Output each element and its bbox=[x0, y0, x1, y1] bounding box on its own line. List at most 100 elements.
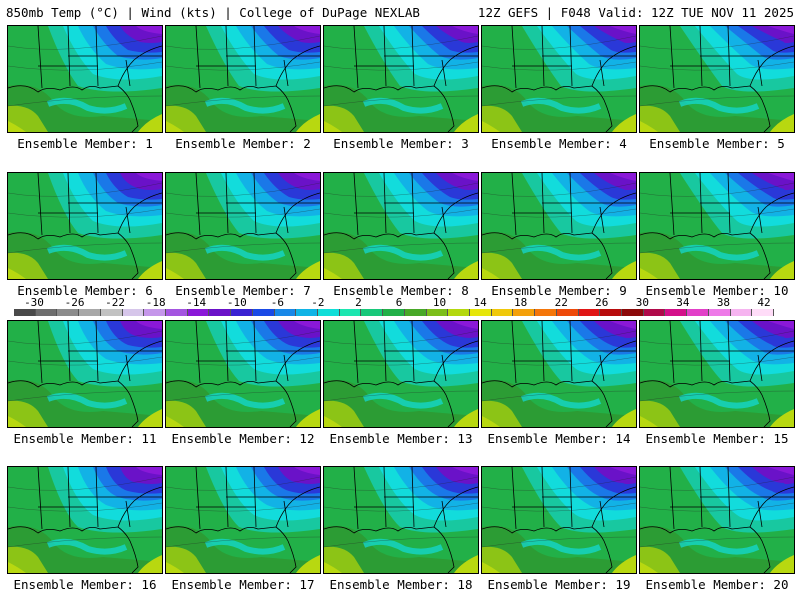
temperature-map bbox=[7, 320, 163, 428]
temperature-map bbox=[639, 25, 795, 133]
ensemble-member-label: Ensemble Member: 2 bbox=[175, 136, 311, 151]
colorbar-swatch bbox=[274, 309, 297, 316]
ensemble-member-panel: Ensemble Member: 15 bbox=[639, 320, 795, 446]
colorbar-tick-label: 30 bbox=[635, 296, 649, 309]
temperature-map bbox=[165, 320, 321, 428]
ensemble-member-panel: Ensemble Member: 6 bbox=[7, 172, 163, 298]
ensemble-member-panel: Ensemble Member: 12 bbox=[165, 320, 321, 446]
temperature-map bbox=[639, 320, 795, 428]
colorbar-tick-label: 42 bbox=[757, 296, 771, 309]
ensemble-member-label: Ensemble Member: 18 bbox=[329, 577, 473, 592]
colorbar-swatch bbox=[231, 309, 253, 316]
colorbar-tick-label: 18 bbox=[514, 296, 528, 309]
header-run-info: 12Z GEFS | F048 Valid: 12Z TUE NOV 11 20… bbox=[477, 5, 794, 20]
ensemble-member-panel: Ensemble Member: 20 bbox=[639, 466, 795, 592]
temperature-map bbox=[165, 466, 321, 574]
ensemble-member-panel: Ensemble Member: 1 bbox=[7, 25, 163, 151]
colorbar-swatch bbox=[187, 309, 210, 316]
colorbar-tick-label: -14 bbox=[186, 296, 207, 309]
ensemble-member-panel: Ensemble Member: 17 bbox=[165, 466, 321, 592]
ensemble-member-label: Ensemble Member: 12 bbox=[171, 431, 315, 446]
colorbar-swatch bbox=[57, 309, 80, 316]
colorbar-tick-label: 34 bbox=[676, 296, 690, 309]
colorbar-swatch bbox=[361, 309, 384, 316]
colorbar-swatch bbox=[122, 309, 145, 316]
ensemble-member-panel: Ensemble Member: 14 bbox=[481, 320, 637, 446]
colorbar-swatch bbox=[708, 309, 731, 316]
colorbar-tick-label: -2 bbox=[311, 296, 325, 309]
colorbar-tick-label: -22 bbox=[105, 296, 126, 309]
colorbar-tick-label: 2 bbox=[355, 296, 362, 309]
colorbar-swatch bbox=[665, 309, 688, 316]
colorbar-swatch bbox=[100, 309, 123, 316]
ensemble-member-panel: Ensemble Member: 5 bbox=[639, 25, 795, 151]
ensemble-member-label: Ensemble Member: 13 bbox=[329, 431, 473, 446]
temperature-map bbox=[7, 466, 163, 574]
ensemble-member-label: Ensemble Member: 9 bbox=[491, 283, 627, 298]
colorbar-swatch bbox=[730, 309, 753, 316]
colorbar-swatch bbox=[404, 309, 427, 316]
temperature-map bbox=[323, 320, 479, 428]
ensemble-member-label: Ensemble Member: 15 bbox=[645, 431, 789, 446]
temperature-map bbox=[323, 172, 479, 280]
colorbar-swatches bbox=[14, 309, 774, 316]
temperature-map bbox=[323, 25, 479, 133]
ensemble-member-panel: Ensemble Member: 9 bbox=[481, 172, 637, 298]
temperature-map bbox=[639, 172, 795, 280]
colorbar-tick-label: 26 bbox=[595, 296, 609, 309]
colorbar-swatch bbox=[144, 309, 166, 316]
ensemble-member-panel: Ensemble Member: 7 bbox=[165, 172, 321, 298]
ensemble-member-panel: Ensemble Member: 10 bbox=[639, 172, 795, 298]
colorbar-swatch bbox=[752, 309, 774, 316]
ensemble-member-label: Ensemble Member: 8 bbox=[333, 283, 469, 298]
colorbar-swatch bbox=[491, 309, 514, 316]
colorbar-swatch bbox=[296, 309, 318, 316]
colorbar-swatch bbox=[448, 309, 470, 316]
temperature-map bbox=[165, 25, 321, 133]
colorbar-swatch bbox=[318, 309, 340, 316]
colorbar-tick-label: 10 bbox=[432, 296, 447, 309]
colorbar-tick-label: -30 bbox=[24, 296, 44, 309]
colorbar-swatch bbox=[209, 309, 232, 316]
temperature-map bbox=[481, 466, 637, 574]
ensemble-member-label: Ensemble Member: 10 bbox=[645, 283, 789, 298]
ensemble-member-label: Ensemble Member: 6 bbox=[17, 283, 153, 298]
colorbar-tick-label: 22 bbox=[554, 296, 568, 309]
temperature-map bbox=[165, 172, 321, 280]
ensemble-member-label: Ensemble Member: 1 bbox=[17, 136, 153, 151]
colorbar-swatch bbox=[687, 309, 709, 316]
colorbar-tick-label: -18 bbox=[145, 296, 166, 309]
ensemble-member-label: Ensemble Member: 14 bbox=[487, 431, 631, 446]
colorbar-tick-label: -6 bbox=[270, 296, 284, 309]
colorbar-swatch bbox=[79, 309, 101, 316]
ensemble-member-panel: Ensemble Member: 18 bbox=[323, 466, 479, 592]
ensemble-member-label: Ensemble Member: 7 bbox=[175, 283, 311, 298]
temperature-map bbox=[7, 25, 163, 133]
ensemble-member-label: Ensemble Member: 17 bbox=[171, 577, 315, 592]
temperature-map bbox=[481, 25, 637, 133]
colorbar-swatch bbox=[556, 309, 579, 316]
colorbar-tick-label: -26 bbox=[64, 296, 85, 309]
ensemble-member-panel: Ensemble Member: 4 bbox=[481, 25, 637, 151]
colorbar-swatch bbox=[339, 309, 362, 316]
ensemble-member-label: Ensemble Member: 19 bbox=[487, 577, 631, 592]
colorbar-swatch bbox=[513, 309, 536, 316]
colorbar-swatch bbox=[14, 309, 36, 316]
colorbar-swatch bbox=[470, 309, 492, 316]
colorbar-swatch bbox=[166, 309, 188, 316]
ensemble-member-panel: Ensemble Member: 16 bbox=[7, 466, 163, 592]
temperature-map bbox=[639, 466, 795, 574]
colorbar-swatch bbox=[383, 309, 405, 316]
ensemble-member-panel: Ensemble Member: 19 bbox=[481, 466, 637, 592]
ensemble-member-panel: Ensemble Member: 3 bbox=[323, 25, 479, 151]
colorbar-swatch bbox=[252, 309, 275, 316]
colorbar-swatch bbox=[535, 309, 557, 316]
ensemble-member-panel: Ensemble Member: 2 bbox=[165, 25, 321, 151]
ensemble-member-panel: Ensemble Member: 8 bbox=[323, 172, 479, 298]
colorbar-swatch bbox=[578, 309, 601, 316]
ensemble-member-label: Ensemble Member: 11 bbox=[13, 431, 157, 446]
ensemble-member-panel: Ensemble Member: 11 bbox=[7, 320, 163, 446]
colorbar-swatch bbox=[600, 309, 622, 316]
colorbar-tick-label: 6 bbox=[395, 296, 403, 309]
